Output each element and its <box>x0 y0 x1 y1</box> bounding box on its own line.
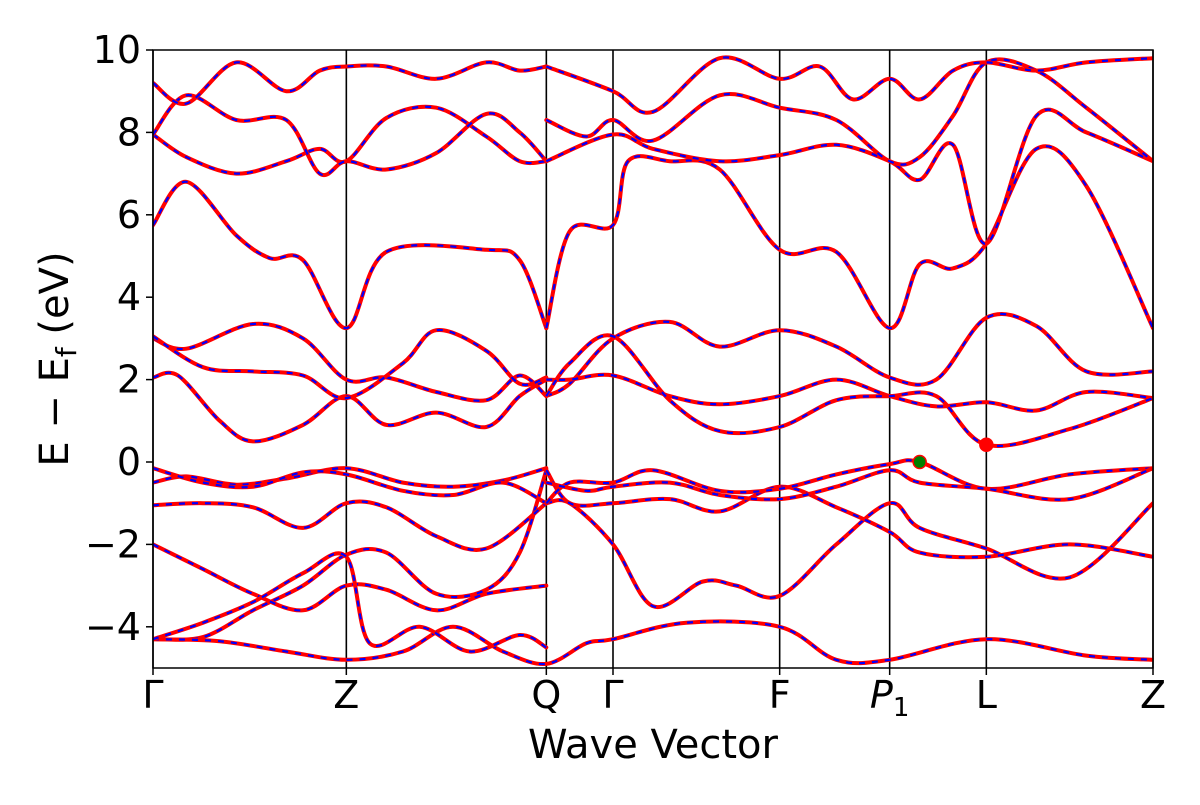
y-ticks: 10 8 6 4 2 0 −2 −4 <box>85 28 153 649</box>
x-tick-label-main: Γ <box>142 673 163 717</box>
x-tick-label: Z <box>333 673 359 717</box>
x-tick-label: Γ <box>142 673 163 717</box>
x-tick-label: Q <box>531 673 561 717</box>
vbm-marker <box>912 454 927 470</box>
x-tick-label-main: Z <box>333 673 359 717</box>
band-line-red <box>153 370 549 444</box>
bands-layer <box>153 55 1153 667</box>
band-line-red <box>544 372 1153 413</box>
y-axis-label-sub: f <box>50 346 83 357</box>
y-tick-label: −2 <box>85 522 141 566</box>
x-tick-label-main: Γ <box>602 673 623 717</box>
x-tick-label: L <box>976 673 997 717</box>
band-line-blue <box>545 108 1153 245</box>
band-line-blue <box>545 459 1153 505</box>
markers-layer <box>912 437 994 470</box>
x-tick-label: P1 <box>870 673 909 723</box>
plot-frame <box>152 49 1154 669</box>
y-tick-label: −4 <box>85 605 141 649</box>
band-line-blue <box>153 620 1153 666</box>
band-line-blue <box>153 467 547 505</box>
y-axis-label: E − Ef (eV) <box>32 251 83 466</box>
x-tick-label-main: P <box>870 673 893 717</box>
y-tick-label: 8 <box>117 110 141 154</box>
band-line-blue <box>153 500 547 551</box>
y-tick-label: 2 <box>117 358 141 402</box>
band-line-red <box>153 468 549 642</box>
x-tick-label: Γ <box>602 673 623 717</box>
band-line-red <box>153 551 549 654</box>
x-tick-label: F <box>769 673 791 717</box>
band-line-blue <box>153 180 548 330</box>
x-tick-label-main: L <box>976 673 997 717</box>
band-line-blue <box>545 56 1153 114</box>
kpoint-lines <box>152 50 1154 668</box>
band-line-red <box>153 104 549 176</box>
band-line-blue <box>153 552 547 653</box>
x-tick-label: Z <box>1140 673 1166 717</box>
band-line-blue <box>153 329 547 400</box>
band-line-blue <box>546 467 1153 501</box>
band-line-blue <box>545 334 1153 448</box>
band-line-red <box>153 499 549 552</box>
band-line-red <box>544 498 1153 610</box>
x-tick-label-main: F <box>769 673 791 717</box>
band-line-blue <box>545 312 1153 398</box>
x-tick-label-main: Q <box>531 673 561 717</box>
y-tick-label: 10 <box>93 28 141 72</box>
band-line-blue <box>153 371 547 443</box>
band-line-blue <box>545 469 1153 559</box>
band-line-red <box>544 144 1153 331</box>
y-axis-label-main: E − E <box>32 357 78 467</box>
band-line-red <box>153 179 549 331</box>
band-line-blue <box>546 373 1153 412</box>
x-tick-label-sub: 1 <box>893 693 910 723</box>
y-tick-label: 0 <box>117 440 141 484</box>
band-line-blue <box>153 94 548 177</box>
band-line-red <box>544 55 1153 115</box>
band-line-red <box>153 321 549 403</box>
band-line-blue <box>153 105 547 175</box>
band-line-blue <box>153 469 548 641</box>
band-line-red <box>153 542 549 613</box>
band-line-red <box>153 60 549 106</box>
y-tick-label: 6 <box>117 193 141 237</box>
y-tick-label: 4 <box>117 275 141 319</box>
y-axis-label-unit: (eV) <box>32 251 78 347</box>
cbm-marker <box>979 437 994 452</box>
band-line-blue <box>545 145 1153 330</box>
x-tick-label-main: Z <box>1140 673 1166 717</box>
x-axis-label: Wave Vector <box>528 722 779 768</box>
x-ticks: Γ Z Q Γ F P1 L Z <box>142 668 1166 723</box>
band-line-blue <box>153 322 548 402</box>
